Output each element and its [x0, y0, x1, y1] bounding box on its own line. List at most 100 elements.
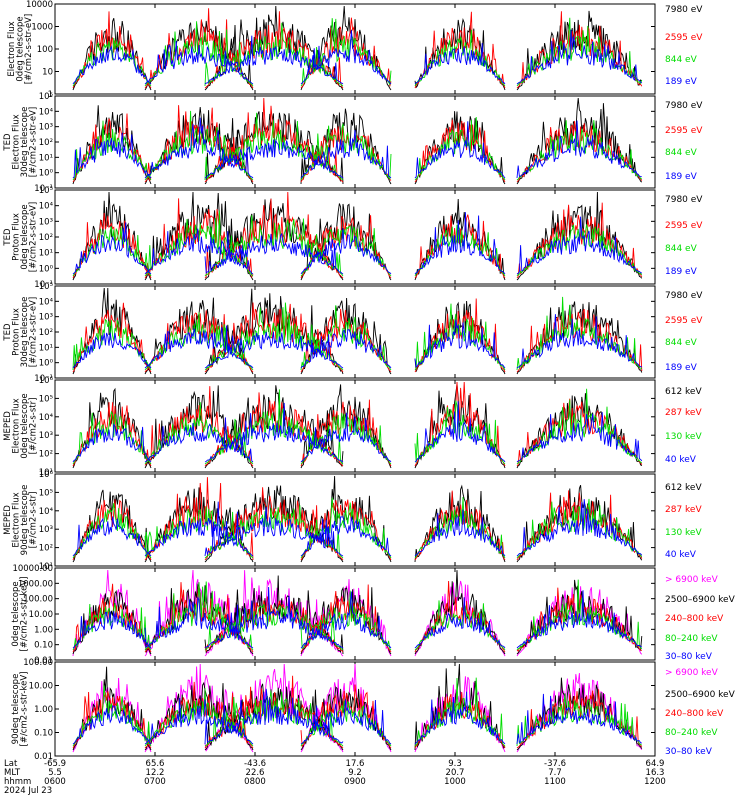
series-line-1: [72, 384, 643, 469]
x-tick-label: 1100: [544, 777, 566, 787]
y-tick-label: 10⁵: [39, 282, 53, 292]
series-line-3: [72, 675, 643, 749]
y-tick-label: 10⁰: [39, 264, 54, 274]
legend-entry: 287 keV: [665, 505, 702, 515]
y-tick-label: 10⁻¹: [34, 184, 53, 194]
y-tick-label: 0.01: [34, 656, 53, 666]
legend-entry: 2595 eV: [665, 33, 703, 43]
y-tick-label: 10¹: [39, 153, 53, 163]
legend-entry: 80–240 keV: [665, 634, 718, 644]
series-line-3: [72, 296, 643, 371]
x-tick-label: 9.3: [448, 759, 462, 769]
legend-entry: 7980 eV: [665, 195, 703, 205]
y-tick-label: 10000.00: [12, 564, 53, 574]
legend-entry: 287 keV: [665, 408, 702, 418]
series-line-5: [72, 586, 643, 649]
y-tick-label: 0.10: [34, 729, 53, 739]
x-tick-label: 17.6: [346, 759, 365, 769]
x-tick-label: 0900: [344, 777, 366, 787]
y-axis-label: 0deg telescope: [16, 16, 26, 81]
x-tick-label: 22.6: [246, 768, 265, 778]
legend-entry: 7980 eV: [665, 291, 703, 301]
legend-entry: 844 eV: [665, 55, 698, 65]
series-line-4: [72, 579, 643, 651]
x-tick-label: 1200: [644, 777, 666, 787]
legend-entry: 80–240 keV: [665, 728, 718, 738]
y-tick-label: 1: [48, 90, 53, 100]
series-line-5: [72, 688, 642, 745]
y-tick-label: 100.00: [23, 595, 53, 605]
x-tick-label: 0700: [144, 777, 166, 787]
y-axis-label: 30deg telescope: [20, 297, 30, 368]
y-axis-label: [#/cm2-s-str-eV]: [29, 297, 39, 367]
legend-entry: 30–80 keV: [665, 652, 713, 662]
legend-entry: 189 eV: [665, 77, 698, 87]
x-tick-label: -43.6: [244, 759, 266, 769]
y-axis-label: TED: [3, 228, 13, 247]
legend-entry: 2595 eV: [665, 316, 703, 326]
y-tick-label: 100: [37, 45, 53, 55]
x-axis-row-label: MLT: [4, 768, 21, 778]
y-tick-label: 10: [42, 68, 53, 78]
y-axis-label: [#/cm2-s-str-keV]: [20, 672, 30, 747]
legend-entry: 130 keV: [665, 528, 702, 538]
y-tick-label: 10²: [39, 328, 53, 338]
y-tick-label: 10⁴: [39, 507, 54, 517]
date-label: 2024 Jul 23: [4, 786, 52, 796]
y-axis-label: Electron Flux: [12, 114, 22, 169]
y-tick-label: 10.00: [29, 610, 53, 620]
series-line-3: [72, 496, 643, 559]
x-axis-row-label: hhmm: [4, 777, 31, 787]
y-axis-label: MEPED: [3, 505, 13, 535]
x-tick-label: 9.2: [348, 768, 362, 778]
y-tick-label: 10⁵: [39, 92, 53, 102]
series-line-4: [72, 401, 643, 463]
legend-entry: 844 eV: [665, 148, 698, 158]
y-axis-label: 0deg telescope: [20, 393, 30, 458]
series-line-4: [72, 212, 643, 275]
x-tick-label: 64.9: [646, 759, 665, 769]
y-tick-label: 10¹: [39, 468, 53, 478]
legend-entry: 612 keV: [665, 387, 702, 397]
y-axis-label: Proton Flux: [12, 213, 22, 261]
x-tick-label: 65.6: [146, 759, 165, 769]
y-tick-label: 10³: [39, 217, 53, 227]
y-tick-label: 10⁴: [39, 202, 54, 212]
x-tick-label: 5.5: [48, 768, 62, 778]
y-tick-label: 10³: [39, 525, 53, 535]
legend-entry: 189 eV: [665, 363, 698, 373]
y-tick-label: 1000.00: [18, 579, 53, 589]
y-tick-label: 100.00: [23, 658, 53, 668]
y-tick-label: 10.00: [29, 682, 53, 692]
x-tick-label: 20.7: [446, 768, 465, 778]
y-tick-label: 10⁰: [39, 359, 54, 369]
panel-7: 0.01 0.10 1.00 10.00 100.00 1000.00 10000.00 0d…: [11, 564, 736, 666]
y-tick-label: 10⁴: [39, 297, 54, 307]
x-tick-label: 12.2: [146, 768, 165, 778]
y-axis-label: [#/cm2-s-str]: [29, 398, 39, 455]
series-line-1: [72, 97, 643, 185]
legend-entry: 130 keV: [665, 432, 702, 442]
x-tick-label: -37.6: [544, 759, 566, 769]
y-tick-label: 10⁴: [39, 107, 54, 117]
x-tick-label: 16.3: [646, 768, 665, 778]
legend-entry: 844 eV: [665, 244, 698, 254]
y-tick-label: 10²: [39, 138, 53, 148]
legend-entry: 2595 eV: [665, 126, 703, 136]
legend-entry: 2595 eV: [665, 221, 703, 231]
y-tick-label: 10¹: [39, 562, 53, 572]
y-axis-label: 30deg telescope: [20, 107, 30, 178]
y-axis-label: 0deg telescope: [20, 204, 30, 269]
y-tick-label: 10¹: [39, 343, 53, 353]
legend-entry: > 6900 keV: [665, 668, 719, 678]
y-tick-label: 10²: [39, 544, 53, 554]
y-tick-label: 0.10: [34, 641, 53, 651]
y-axis-label: [#/cm2-s-str]: [29, 492, 39, 549]
y-tick-label: 10⁵: [39, 186, 53, 196]
y-axis-label: 90deg telescope: [20, 485, 30, 556]
y-tick-label: 10⁻¹: [34, 280, 53, 290]
